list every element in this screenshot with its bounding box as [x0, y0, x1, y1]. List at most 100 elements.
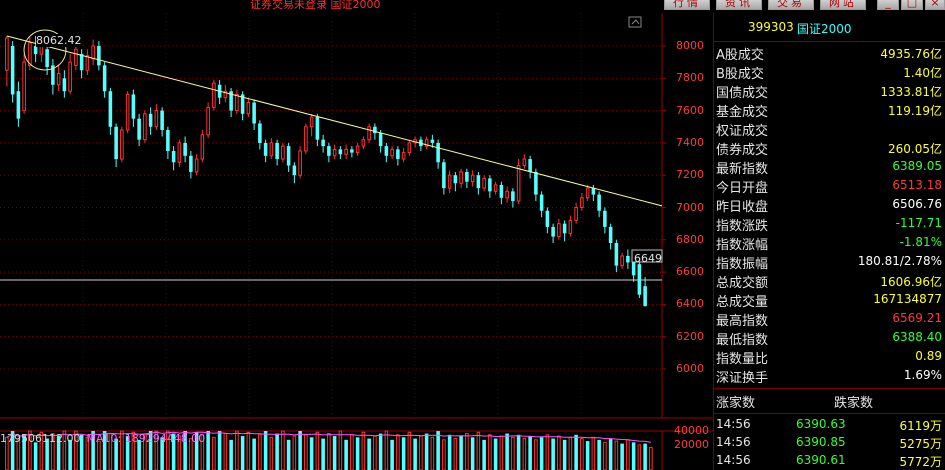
volume-bar — [396, 434, 400, 470]
candle — [212, 79, 216, 111]
volume-bar — [125, 436, 130, 470]
stat-row: B股成交 1.40亿 — [716, 63, 944, 82]
tick-price: 6390.63 — [796, 417, 846, 431]
volume-bar — [637, 444, 642, 470]
price-tick-label: 6600 — [676, 265, 704, 279]
candle — [298, 146, 302, 179]
stat-row: 今日开盘 6513.18 — [716, 177, 944, 196]
candlestick-series — [5, 35, 647, 307]
stat-label: 最新指数 — [716, 162, 769, 177]
stat-value: 1.40亿 — [903, 66, 942, 80]
volume-bar — [562, 439, 567, 470]
trade-button[interactable]: 交易 — [768, 0, 814, 10]
candle — [304, 123, 308, 155]
candle — [355, 142, 360, 156]
price-tick-label: 7400 — [676, 135, 704, 149]
volume-bar — [493, 438, 498, 470]
candle — [309, 113, 314, 137]
volume-bar — [269, 436, 274, 470]
candle — [631, 259, 636, 282]
price-tick-label: 6800 — [676, 232, 704, 246]
volume-bar — [263, 431, 268, 470]
website-button[interactable]: 网站 — [820, 0, 866, 10]
candle — [637, 262, 642, 298]
volume-bar — [137, 439, 141, 470]
volume-bar — [551, 438, 555, 470]
candle — [229, 87, 233, 118]
candle — [194, 154, 199, 176]
volume-bar — [436, 431, 440, 470]
candle — [189, 150, 193, 179]
volume-bar — [424, 433, 429, 470]
stat-row: 国债成交 1333.81亿 — [716, 82, 944, 101]
volume-bar — [240, 436, 245, 470]
candle — [321, 134, 325, 153]
candle — [120, 126, 124, 163]
volume-bar — [626, 439, 630, 470]
volume-bar — [194, 432, 199, 470]
volume-bar — [344, 439, 348, 470]
restore-button[interactable]: □ — [901, 0, 923, 10]
candle — [275, 139, 279, 166]
news-button[interactable]: 资讯 — [716, 0, 762, 10]
candle — [528, 155, 532, 179]
quotes-button[interactable]: 行情 — [664, 0, 710, 10]
volume-bar — [62, 430, 67, 470]
volume-bar — [407, 431, 412, 470]
stat-value: -1.81% — [899, 235, 942, 249]
candle — [470, 170, 475, 187]
tick-row: 14:56 6390.61 5772万 — [716, 453, 944, 470]
candle — [85, 49, 90, 76]
candle — [522, 154, 527, 169]
close-button[interactable]: × — [925, 0, 945, 10]
candle — [557, 218, 561, 240]
tick-time: 14:56 — [716, 417, 751, 431]
candle — [350, 146, 354, 158]
stat-row: 指数涨幅 -1.81% — [716, 234, 944, 253]
volume-bar — [309, 437, 314, 470]
stat-row: 昨日收盘 6506.76 — [716, 196, 944, 215]
candle — [361, 136, 366, 150]
price-frame — [0, 13, 713, 470]
volume-bar — [419, 435, 423, 470]
stat-value: 4935.76亿 — [880, 47, 942, 61]
separator — [714, 388, 945, 389]
stat-value: 119.19亿 — [888, 104, 942, 118]
volume-bar — [160, 437, 164, 470]
stat-label: 深证换手 — [716, 371, 769, 386]
volume-bar — [183, 431, 187, 470]
stat-label: 指数涨幅 — [716, 238, 769, 253]
candle — [499, 181, 504, 205]
volume-bar — [482, 439, 486, 470]
expand-icon[interactable] — [628, 16, 642, 28]
candle — [401, 147, 406, 163]
volume-bar — [465, 433, 469, 470]
candle — [488, 175, 492, 198]
stat-row: 债券成交 260.05亿 — [716, 139, 944, 158]
volume-bar — [649, 446, 653, 470]
candle — [545, 207, 550, 234]
minimize-button[interactable]: _ — [877, 0, 899, 10]
candle — [5, 35, 9, 87]
candle — [281, 142, 285, 163]
volume-bar — [608, 438, 613, 470]
volume-bar — [539, 437, 544, 470]
volume-bar — [281, 430, 285, 470]
price-tick-label: 7800 — [676, 71, 704, 85]
stat-row: 基金成交 119.19亿 — [716, 101, 944, 120]
volume-bar — [557, 435, 561, 470]
price-tick-label: 7600 — [676, 103, 704, 117]
volume-bar — [148, 431, 153, 470]
stat-label: 最高指数 — [716, 314, 769, 329]
peak-marker — [23, 29, 67, 71]
stat-value: 6569.21 — [892, 311, 942, 325]
title-bar: 证券交易未登录 国证2000 行情 资讯 交易 网站 _ □ × — [0, 0, 945, 11]
volume-bar — [574, 434, 578, 470]
candle — [108, 87, 113, 135]
stat-row: 总成交量 167134877 — [716, 291, 944, 310]
candle — [97, 41, 101, 71]
kline-chart[interactable] — [0, 13, 713, 470]
stat-label: 昨日收盘 — [716, 200, 769, 215]
candle — [45, 46, 49, 76]
volume-bar — [361, 431, 366, 470]
